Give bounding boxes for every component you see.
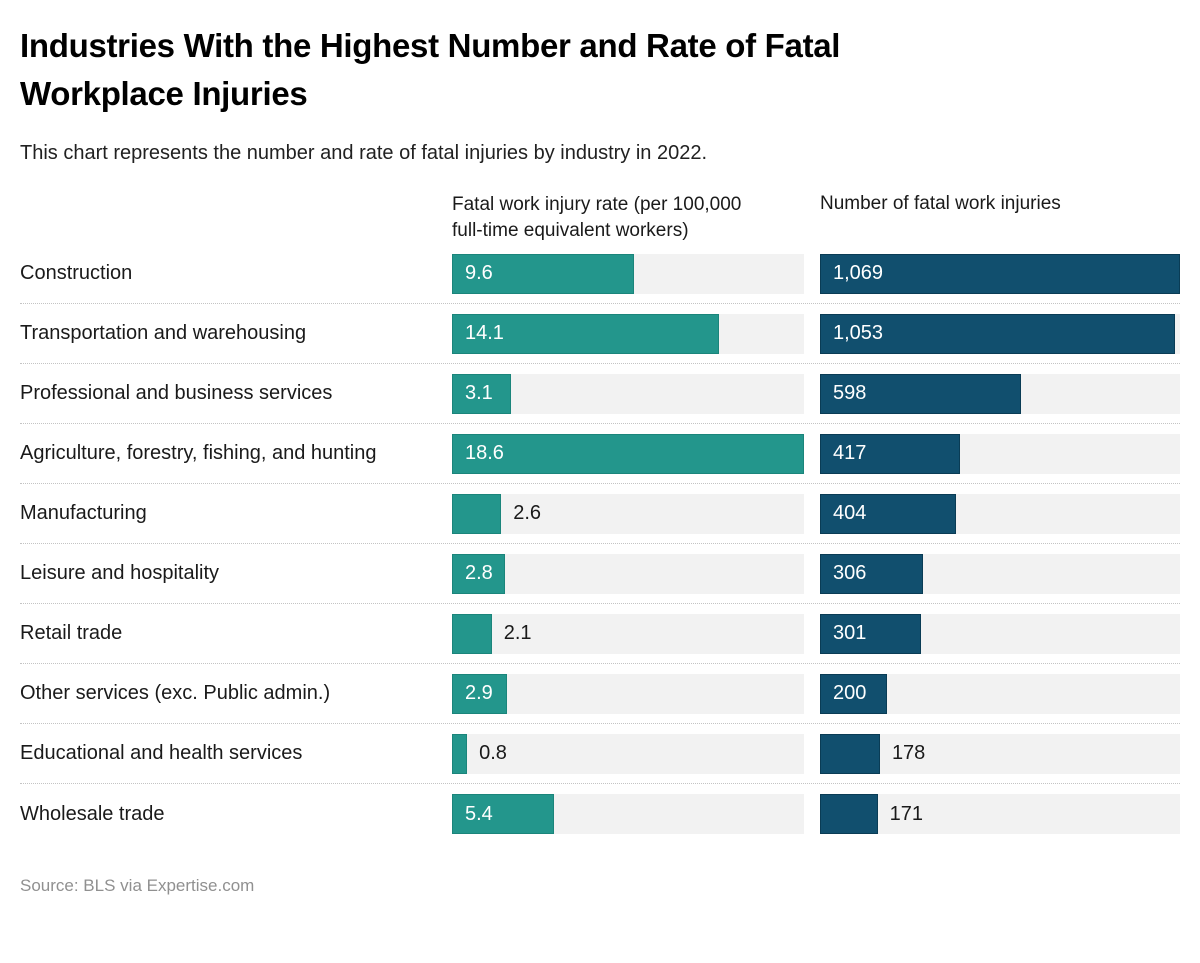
rate-track: 5.4 xyxy=(452,794,804,834)
row-label: Transportation and warehousing xyxy=(20,322,307,344)
row-label: Manufacturing xyxy=(20,502,147,524)
rate-track: 3.1 xyxy=(452,373,804,414)
rate-bar xyxy=(452,613,492,654)
count-value-outside: 178 xyxy=(891,742,926,764)
table-row: Transportation and warehousing 14.1 1,05… xyxy=(20,304,1180,364)
count-bar: 200 xyxy=(820,673,888,714)
rate-value-inside: 2.9 xyxy=(465,682,493,704)
count-track: 200 xyxy=(820,673,1180,714)
rate-value-outside: 2.6 xyxy=(513,502,542,524)
row-label: Professional and business services xyxy=(20,382,333,404)
table-row: Professional and business services 3.1 5… xyxy=(20,364,1180,424)
rate-value-inside: 9.6 xyxy=(465,262,493,284)
chart-card: Industries With the Highest Number and R… xyxy=(0,22,1200,896)
rate-bar: 5.4 xyxy=(452,794,555,834)
count-bar: 1,069 xyxy=(820,253,1180,294)
count-track: 178 xyxy=(820,733,1180,774)
rate-track: 2.1 xyxy=(452,613,804,654)
rate-track: 2.9 xyxy=(452,673,804,714)
count-value-inside: 200 xyxy=(833,682,867,704)
rate-track: 2.8 xyxy=(452,553,804,594)
rate-track: 9.6 xyxy=(452,253,804,294)
count-bar: 598 xyxy=(820,373,1022,414)
rate-bar xyxy=(452,493,502,534)
rate-value-inside: 14.1 xyxy=(465,322,504,344)
rate-bar: 3.1 xyxy=(452,373,511,414)
count-value-inside: 1,069 xyxy=(833,262,884,284)
count-value-inside: 404 xyxy=(833,502,867,524)
count-value-outside: 171 xyxy=(889,802,923,825)
chart-title-line-2: Workplace Injuries xyxy=(20,75,308,112)
row-label: Leisure and hospitality xyxy=(20,562,220,584)
rate-column-header: Fatal work injury rate (per 100,000 full… xyxy=(452,194,742,241)
count-value-inside: 1,053 xyxy=(833,322,884,344)
count-value-inside: 306 xyxy=(833,562,867,584)
chart-title-line-1: Industries With the Highest Number and R… xyxy=(20,27,841,64)
table-row: Retail trade 2.1 301 xyxy=(20,604,1180,664)
count-track: 306 xyxy=(820,553,1180,594)
row-label: Educational and health services xyxy=(20,742,303,764)
row-label: Retail trade xyxy=(20,622,123,644)
rate-value-inside: 3.1 xyxy=(465,382,493,404)
count-bar: 404 xyxy=(820,493,957,534)
count-column-header: Number of fatal work injuries xyxy=(820,193,1061,214)
table-row: Educational and health services 0.8 178 xyxy=(20,724,1180,784)
rate-track: 18.6 xyxy=(452,433,804,474)
count-track: 417 xyxy=(820,433,1180,474)
row-label: Wholesale trade xyxy=(20,802,165,825)
table-row: Leisure and hospitality 2.8 306 xyxy=(20,544,1180,604)
rate-value-outside: 0.8 xyxy=(479,742,507,764)
table-row: Other services (exc. Public admin.) 2.9 … xyxy=(20,664,1180,724)
rate-value-inside: 18.6 xyxy=(465,442,504,464)
table-row: Construction 9.6 1,069 xyxy=(20,244,1180,304)
table-row: Manufacturing 2.6 404 xyxy=(20,484,1180,544)
column-headers: Fatal work injury rate (per 100,000 full… xyxy=(20,191,1180,244)
rate-bar xyxy=(452,733,468,774)
rate-bar: 9.6 xyxy=(452,253,634,294)
count-track: 1,053 xyxy=(820,313,1180,354)
rate-track: 14.1 xyxy=(452,313,804,354)
count-value-inside: 598 xyxy=(833,382,867,404)
count-value-inside: 417 xyxy=(833,442,867,464)
rate-value-inside: 5.4 xyxy=(465,802,493,825)
chart-subtitle: This chart represents the number and rat… xyxy=(20,142,708,164)
rate-bar: 14.1 xyxy=(452,313,719,354)
row-label: Construction xyxy=(20,262,133,284)
count-track: 301 xyxy=(820,613,1180,654)
count-bar xyxy=(820,794,878,834)
count-track: 404 xyxy=(820,493,1180,534)
rate-track: 2.6 xyxy=(452,493,804,534)
rate-bar: 2.8 xyxy=(452,553,505,594)
count-bar xyxy=(820,733,880,774)
count-track: 171 xyxy=(820,794,1180,834)
row-label: Agriculture, forestry, fishing, and hunt… xyxy=(20,442,377,464)
source-note: Source: BLS via Expertise.com xyxy=(20,876,255,895)
rate-value-outside: 2.1 xyxy=(503,622,532,644)
rate-value-inside: 2.8 xyxy=(465,562,493,584)
row-label: Other services (exc. Public admin.) xyxy=(20,682,331,704)
rate-track: 0.8 xyxy=(452,733,804,774)
rate-bar: 18.6 xyxy=(452,433,804,474)
table-row: Agriculture, forestry, fishing, and hunt… xyxy=(20,424,1180,484)
count-bar: 417 xyxy=(820,433,961,474)
rate-bar: 2.9 xyxy=(452,673,507,714)
table-row: Wholesale trade 5.4 171 xyxy=(20,784,1180,844)
count-track: 1,069 xyxy=(820,253,1180,294)
count-bar: 1,053 xyxy=(820,313,1175,354)
count-bar: 306 xyxy=(820,553,924,594)
chart-title: Industries With the Highest Number and R… xyxy=(20,22,1180,118)
count-bar: 301 xyxy=(820,613,922,654)
count-track: 598 xyxy=(820,373,1180,414)
rows-container: Construction 9.6 1,069 Transportation an… xyxy=(20,244,1180,844)
count-value-inside: 301 xyxy=(833,622,867,644)
